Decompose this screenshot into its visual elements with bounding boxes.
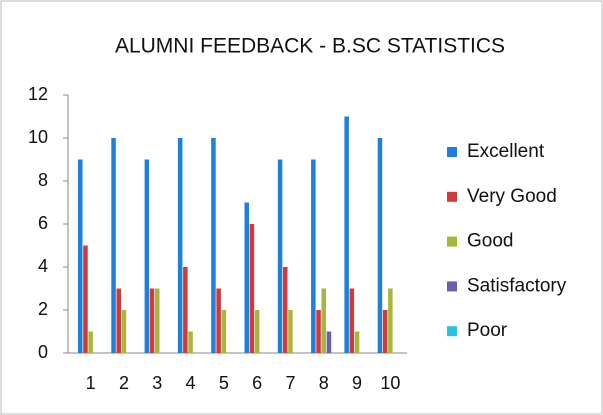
y-tick-label: 12 <box>28 84 48 104</box>
legend-label: Poor <box>467 320 508 341</box>
bar <box>382 310 388 353</box>
bar <box>254 310 260 353</box>
bar <box>249 224 255 353</box>
legend-marker <box>447 147 457 157</box>
bar <box>216 288 221 353</box>
bar <box>149 288 155 353</box>
y-tick-label: 2 <box>38 299 48 319</box>
bar <box>316 310 321 353</box>
legend-label: Satisfactory <box>467 275 567 296</box>
bar <box>144 159 150 353</box>
x-tick-label: 5 <box>219 373 229 393</box>
bar <box>155 288 160 353</box>
legend-label: Excellent <box>467 141 545 162</box>
legend-label: Very Good <box>467 186 557 207</box>
legend-marker <box>447 191 457 202</box>
bar <box>78 159 83 353</box>
bar <box>326 331 332 353</box>
bar <box>177 138 183 353</box>
y-tick-label: 6 <box>38 213 48 233</box>
x-tick-label: 9 <box>352 373 362 393</box>
bar <box>121 310 127 353</box>
y-tick-label: 10 <box>28 127 48 147</box>
bar <box>311 159 316 353</box>
bar <box>221 310 227 353</box>
x-tick-label: 3 <box>152 373 162 393</box>
y-tick-label: 8 <box>38 170 48 190</box>
bar <box>388 288 393 353</box>
bar <box>344 116 349 353</box>
bar <box>321 288 326 353</box>
chart-title: ALUMNI FEEDBACK - B.SC STATISTICS <box>115 35 505 58</box>
bar <box>211 138 216 353</box>
bar <box>349 288 355 353</box>
x-tick-label: 2 <box>119 373 129 393</box>
bar <box>183 267 188 353</box>
y-tick-label: 0 <box>38 342 48 362</box>
bar <box>88 331 93 353</box>
bar <box>277 159 283 353</box>
legend-label: Good <box>467 231 513 252</box>
x-tick-label: 4 <box>186 373 196 393</box>
legend-marker <box>447 326 457 337</box>
x-tick-label: 7 <box>285 373 295 393</box>
bar <box>116 288 121 353</box>
bar <box>188 331 193 353</box>
y-tick-label: 4 <box>38 256 48 276</box>
bar <box>288 310 293 353</box>
bar <box>111 138 116 353</box>
legend-marker <box>447 281 457 292</box>
x-tick-label: 10 <box>380 373 400 393</box>
bar <box>83 245 88 353</box>
bar <box>377 138 383 353</box>
legend-marker <box>447 236 457 247</box>
bar <box>354 331 360 353</box>
bar <box>283 267 288 353</box>
bar <box>244 202 249 353</box>
x-tick-label: 1 <box>86 373 96 393</box>
x-tick-label: 8 <box>319 373 329 393</box>
x-tick-label: 6 <box>252 373 262 393</box>
